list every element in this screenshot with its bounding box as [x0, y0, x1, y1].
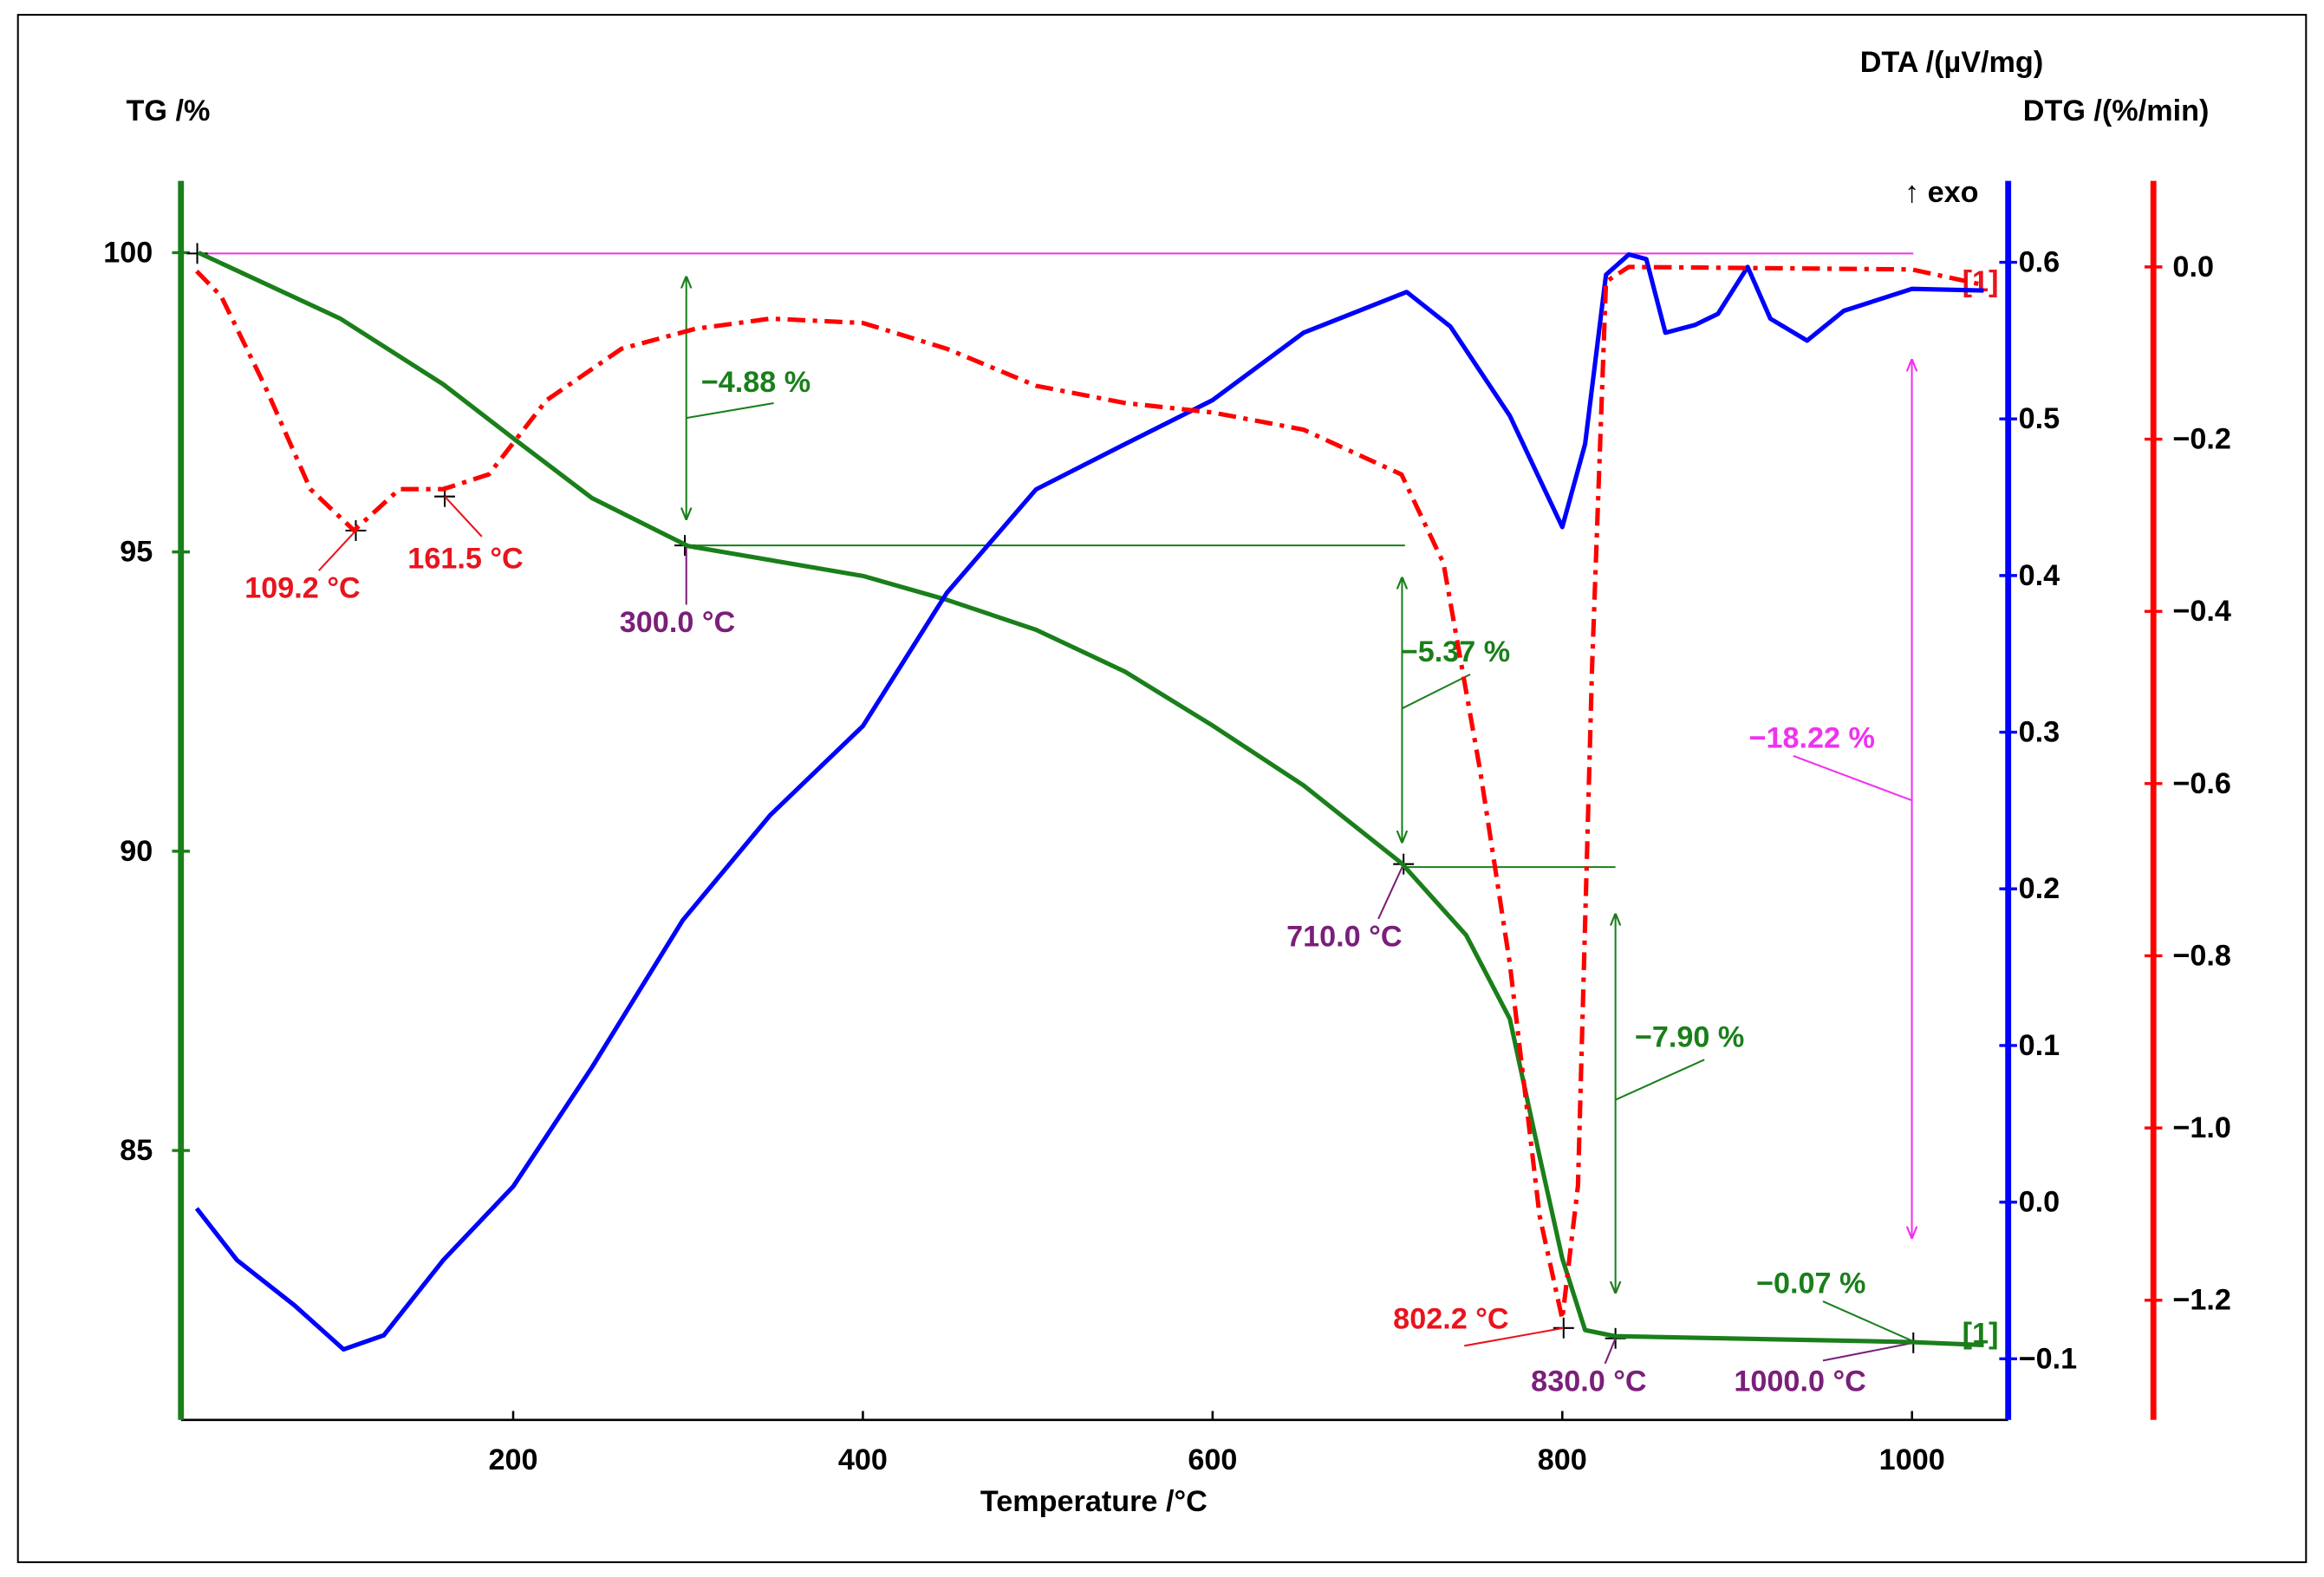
- y2-axis-title: DTA /(µV/mg): [1860, 46, 2044, 79]
- annotation: [1]: [1963, 265, 1999, 298]
- annotation: −18.22 %: [1748, 721, 1874, 754]
- leader-line: [1793, 754, 1912, 802]
- y-tick-label: 85: [120, 1134, 153, 1167]
- y3-tick-label: −0.8: [2172, 939, 2231, 972]
- leader-line: [1401, 673, 1471, 710]
- annotation: 109.2 °C: [244, 572, 360, 605]
- y2-tick-label: 0.0: [2019, 1186, 2060, 1219]
- series-line: [195, 264, 1985, 1322]
- leader-line: [317, 530, 357, 571]
- annotation: 300.0 °C: [620, 606, 735, 639]
- exo-label: ↑ exo: [1904, 176, 1979, 209]
- x-tick-label: 400: [838, 1443, 888, 1476]
- annotation: −7.90 %: [1635, 1021, 1744, 1054]
- y-tick-label: 100: [103, 236, 153, 269]
- y2-tick-label: 0.3: [2019, 716, 2060, 749]
- leader-line: [1822, 1300, 1914, 1343]
- x-tick-label: 200: [488, 1443, 537, 1476]
- x-axis-title: Temperature /°C: [980, 1485, 1208, 1518]
- frame: [16, 14, 2308, 1563]
- y2-tick-label: 0.2: [2019, 872, 2060, 905]
- y3-axis-title: DTG /(%/min): [2023, 94, 2210, 127]
- annotation: −0.07 %: [1756, 1267, 1865, 1300]
- y2-tick-label: 0.6: [2019, 246, 2060, 279]
- leader-line: [1615, 1059, 1705, 1101]
- annotation: −4.88 %: [701, 366, 810, 399]
- y3-tick-label: −1.0: [2172, 1111, 2231, 1144]
- y2-tick-label: 0.4: [2019, 559, 2060, 592]
- annotation: 802.2 °C: [1393, 1303, 1508, 1336]
- leader-line: [1604, 1338, 1617, 1365]
- y3-tick-label: −0.2: [2172, 423, 2231, 456]
- y3-tick-label: −0.6: [2172, 767, 2231, 800]
- y-tick-label: 90: [120, 835, 153, 868]
- annotation: 1000.0 °C: [1734, 1365, 1865, 1398]
- leader-line: [1377, 863, 1405, 920]
- leader-line: [1822, 1341, 1914, 1362]
- y3-tick-label: 0.0: [2172, 251, 2214, 283]
- leader-line: [686, 401, 774, 420]
- series-line: [197, 251, 1984, 1348]
- annotation: 830.0 °C: [1531, 1365, 1646, 1398]
- y-tick-label: 95: [120, 536, 153, 569]
- x-tick-label: 800: [1538, 1443, 1587, 1476]
- y3-tick-label: −1.2: [2172, 1284, 2231, 1317]
- y2-tick-label: 0.5: [2019, 402, 2060, 435]
- series-line: [194, 251, 1984, 1352]
- x-tick-label: 1000: [1879, 1443, 1945, 1476]
- y2-tick-label: 0.1: [2019, 1029, 2060, 1062]
- x-tick-label: 600: [1188, 1443, 1237, 1476]
- annotation: 161.5 °C: [407, 543, 523, 576]
- y-axis-title: TG /%: [126, 94, 210, 127]
- y3-tick-label: −0.4: [2172, 595, 2231, 628]
- y2-tick-label: −0.1: [2019, 1342, 2078, 1375]
- leader-line: [444, 496, 483, 538]
- leader-line: [1464, 1326, 1564, 1347]
- annotation: 710.0 °C: [1286, 920, 1402, 953]
